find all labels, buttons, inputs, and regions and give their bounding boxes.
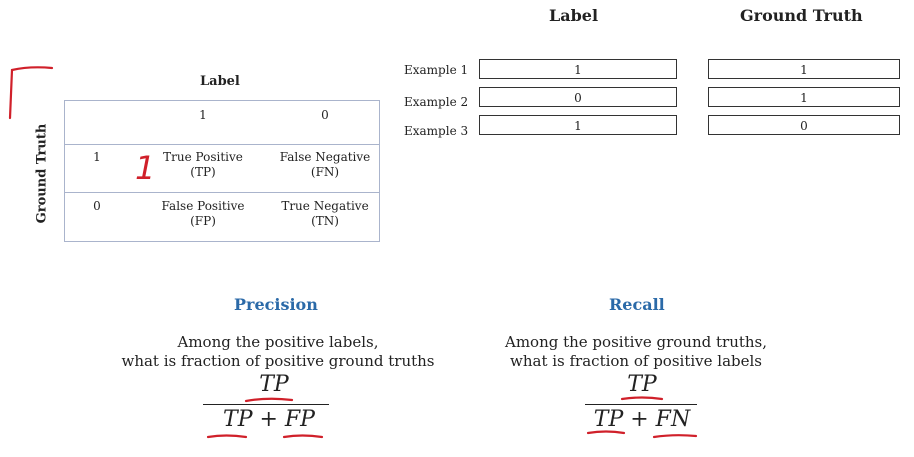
recall-denominator: TP + FN bbox=[593, 407, 691, 432]
examples-ground-truth-header: Ground Truth bbox=[740, 6, 863, 25]
example-row-name: Example 1 bbox=[404, 63, 469, 77]
underline-recall-numerator bbox=[620, 396, 664, 401]
recall-numerator: TP bbox=[627, 372, 657, 397]
precision-description: Among the positive labels, what is fract… bbox=[98, 333, 458, 371]
examples-label-header: Label bbox=[549, 6, 599, 25]
underline-precision-numerator bbox=[244, 397, 294, 403]
matrix-divider bbox=[65, 192, 379, 193]
handwritten-tp-count: 1 bbox=[135, 149, 156, 187]
precision-numerator: TP bbox=[259, 372, 289, 397]
cell-false-positive: False Positive (FP) bbox=[149, 199, 257, 229]
example-label-value: 0 bbox=[479, 87, 677, 107]
cell-true-positive: True Positive (TP) bbox=[149, 150, 257, 180]
example-row-name: Example 2 bbox=[404, 95, 469, 109]
recall-title: Recall bbox=[609, 295, 665, 314]
cell-true-negative: True Negative (TN) bbox=[271, 199, 379, 229]
cell-false-negative: False Negative (FN) bbox=[271, 150, 379, 180]
underline-precision-den-tp bbox=[206, 434, 248, 439]
row-label-0: 0 bbox=[93, 199, 101, 213]
recall-description: Among the positive ground truths, what i… bbox=[468, 333, 804, 371]
precision-fraction-bar bbox=[203, 404, 329, 405]
cell-name: False Positive bbox=[161, 199, 245, 213]
underline-precision-den-fp bbox=[282, 434, 324, 439]
cell-abbr: (FP) bbox=[190, 214, 216, 228]
example-ground-truth-value: 0 bbox=[708, 115, 900, 135]
recall-fraction-bar bbox=[585, 404, 697, 405]
cell-name: True Positive bbox=[163, 150, 243, 164]
recall-desc-line: what is fraction of positive labels bbox=[510, 352, 762, 370]
underline-recall-den-fn bbox=[652, 434, 698, 439]
precision-desc-line: Among the positive labels, bbox=[177, 333, 379, 351]
precision-title: Precision bbox=[234, 295, 318, 314]
precision-desc-line: what is fraction of positive ground trut… bbox=[121, 352, 435, 370]
cell-abbr: (FN) bbox=[310, 165, 340, 179]
col-label-0: 0 bbox=[321, 108, 329, 122]
row-label-1: 1 bbox=[93, 150, 101, 164]
precision-denominator: TP + FP bbox=[223, 407, 315, 432]
handwritten-bracket-mark bbox=[8, 66, 54, 120]
confusion-matrix-label-axis: Label bbox=[200, 74, 240, 89]
col-label-1: 1 bbox=[199, 108, 207, 122]
cell-name: False Negative bbox=[279, 150, 371, 164]
underline-recall-den-tp bbox=[586, 430, 626, 435]
example-label-value: 1 bbox=[479, 59, 677, 79]
recall-desc-line: Among the positive ground truths, bbox=[504, 333, 768, 351]
confusion-matrix: 1 0 1 True Positive (TP) False Negative … bbox=[64, 100, 380, 242]
example-row-name: Example 3 bbox=[404, 124, 469, 138]
cell-abbr: (TN) bbox=[311, 214, 339, 228]
cell-name: True Negative bbox=[281, 199, 369, 213]
example-ground-truth-value: 1 bbox=[708, 59, 900, 79]
matrix-divider bbox=[65, 144, 379, 145]
cell-abbr: (TP) bbox=[190, 165, 216, 179]
example-ground-truth-value: 1 bbox=[708, 87, 900, 107]
example-label-value: 1 bbox=[479, 115, 677, 135]
